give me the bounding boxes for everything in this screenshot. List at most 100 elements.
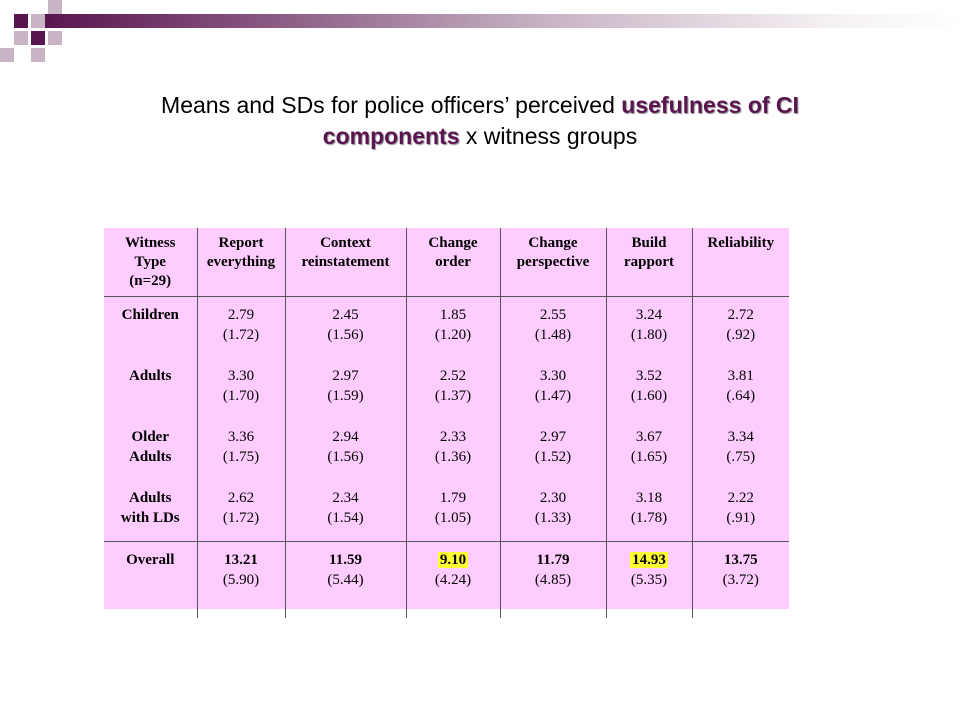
table-cell: 1.79 (1.05) xyxy=(405,480,500,542)
column-header: Change order xyxy=(405,228,500,297)
cell-value: 3.30 xyxy=(539,368,567,384)
cell-value: 3.81 xyxy=(727,368,754,384)
table-cell: 2.30 (1.33) xyxy=(499,480,606,542)
deco-square xyxy=(31,31,45,45)
cell-value-1: (1.56) xyxy=(327,327,364,343)
deco-square xyxy=(14,31,28,45)
row-label-line: Older xyxy=(131,429,170,445)
column-header: Change perspective xyxy=(499,228,606,297)
cell-value: 2.52 xyxy=(439,368,467,384)
cell-value: 3.18 xyxy=(635,490,663,506)
title-text-1: Means and SDs for police officers’ perce… xyxy=(161,92,622,118)
column-header: Build rapport xyxy=(605,228,692,297)
table-row: Older Adults 3.36 (1.75) 2.94 (1.56) 2.33 (1.36… xyxy=(104,419,789,480)
cell-value: 2.72 xyxy=(727,307,754,323)
cell-value: 3.67 xyxy=(635,429,663,445)
cell-value-1: (1.72) xyxy=(222,510,260,526)
table-cell: 3.52 (1.60) xyxy=(605,358,692,419)
cell-value-1: (1.36) xyxy=(434,449,472,465)
table-cell: 3.24 (1.80) xyxy=(605,296,692,358)
column-header-line-1: Type xyxy=(134,254,166,270)
cell-value-1: (1.70) xyxy=(222,388,260,404)
table-cell: 14.93 (5.35) xyxy=(605,541,692,618)
overall-sd: (5.90) xyxy=(222,572,260,588)
column-header: Witness Type (n=29) xyxy=(104,228,197,297)
table-cell: 2.79 (1.72) xyxy=(196,296,285,358)
column-header-line-1: perspective xyxy=(516,254,590,270)
cell-value-1: (1.60) xyxy=(630,388,668,404)
cell-value: 3.24 xyxy=(635,307,663,323)
deco-square xyxy=(48,0,62,14)
overall-sd: (4.24) xyxy=(434,572,472,588)
cell-value: 2.34 xyxy=(332,490,359,506)
cell-value: 2.97 xyxy=(539,429,567,445)
cell-value: 2.79 xyxy=(227,307,255,323)
column-header-line: Change xyxy=(428,235,478,251)
cell-value: 2.45 xyxy=(332,307,359,323)
overall-sd: (5.35) xyxy=(630,572,668,588)
table-cell: 2.33 (1.36) xyxy=(405,419,500,480)
table-cell: 2.55 (1.48) xyxy=(499,296,606,358)
cell-value: 3.36 xyxy=(227,429,255,445)
cell-value-1: (1.75) xyxy=(222,449,260,465)
table-cell: 11.79 (4.85) xyxy=(499,541,606,618)
cell-value-1: (.64) xyxy=(726,388,756,404)
table-cell: 2.72 (.92) xyxy=(691,296,789,358)
cell-value: 2.62 xyxy=(227,490,255,506)
overall-mean: 13.75 xyxy=(723,552,758,568)
column-header-line-1: rapport xyxy=(624,254,674,270)
cell-value-1: (1.47) xyxy=(534,388,572,404)
cell-value-1: (1.78) xyxy=(630,510,668,526)
row-label-line-1: with LDs xyxy=(120,510,180,526)
table-row: Adults 3.30 (1.70) 2.97 (1.59) 2.52 (1.37) 3.30… xyxy=(104,358,789,419)
cell-value-1: (1.65) xyxy=(630,449,668,465)
slide-title: Means and SDs for police officers’ perce… xyxy=(60,90,900,152)
table-cell: 1.85 (1.20) xyxy=(405,296,500,358)
table-cell: 9.10 (4.24) xyxy=(405,541,500,618)
overall-mean: 14.93 xyxy=(609,550,690,570)
cell-value: 2.97 xyxy=(332,368,359,384)
cell-value: 1.85 xyxy=(439,307,467,323)
cell-value: 1.79 xyxy=(439,490,467,506)
table-row: Adults with LDs 2.62 (1.72) 2.34 (1.54) 1.79 (1… xyxy=(104,480,789,542)
row-label: Adults xyxy=(104,358,197,419)
deco-square xyxy=(31,48,45,62)
table-cell: 3.30 (1.70) xyxy=(196,358,285,419)
row-label-line: Adults xyxy=(128,490,172,506)
overall-sd: (5.44) xyxy=(327,572,364,588)
cell-value-1: (1.80) xyxy=(630,327,668,343)
cell-value: 3.30 xyxy=(227,368,255,384)
table-cell: 2.62 (1.72) xyxy=(196,480,285,542)
cell-value-1: (1.20) xyxy=(434,327,472,343)
column-header: Reliability xyxy=(691,228,789,297)
cell-value-1: (.91) xyxy=(726,510,756,526)
cell-value: 2.33 xyxy=(439,429,467,445)
cell-value: 2.55 xyxy=(539,307,567,323)
column-header-line: Build xyxy=(631,235,667,251)
cell-value: 2.94 xyxy=(332,429,359,445)
column-header: Context reinstatement xyxy=(284,228,406,297)
column-header-line-2: (n=29) xyxy=(129,273,172,289)
cell-value-1: (1.52) xyxy=(534,449,572,465)
table-cell: 2.52 (1.37) xyxy=(405,358,500,419)
cell-value-1: (.92) xyxy=(726,327,756,343)
table-cell: 3.36 (1.75) xyxy=(196,419,285,480)
cell-value: 2.22 xyxy=(727,490,754,506)
row-label: Older Adults xyxy=(104,419,197,480)
table-cell: 13.21 (5.90) xyxy=(196,541,285,618)
column-header-line-1: reinstatement xyxy=(301,254,390,270)
cell-value-1: (.75) xyxy=(726,449,756,465)
table-cell: 2.94 (1.56) xyxy=(284,419,406,480)
column-header-line: Reliability xyxy=(707,235,775,251)
row-label-line: Adults xyxy=(128,368,172,384)
row-label-line-1: Adults xyxy=(128,449,172,465)
overall-row: Overall 13.21 (5.90) 11.59 (5.44) 9.10 (4.24) 1… xyxy=(104,541,789,618)
column-header-line-1: everything xyxy=(206,254,276,270)
table-body: Children 2.79 (1.72) 2.45 (1.56) 1.85 (1.20) 2.… xyxy=(104,296,789,618)
column-header-line: Report xyxy=(218,235,264,251)
deco-square xyxy=(48,31,62,45)
column-header-line: Change xyxy=(528,235,578,251)
deco-square xyxy=(0,48,14,62)
table-cell: 3.34 (.75) xyxy=(691,419,789,480)
cell-value-1: (1.37) xyxy=(434,388,472,404)
